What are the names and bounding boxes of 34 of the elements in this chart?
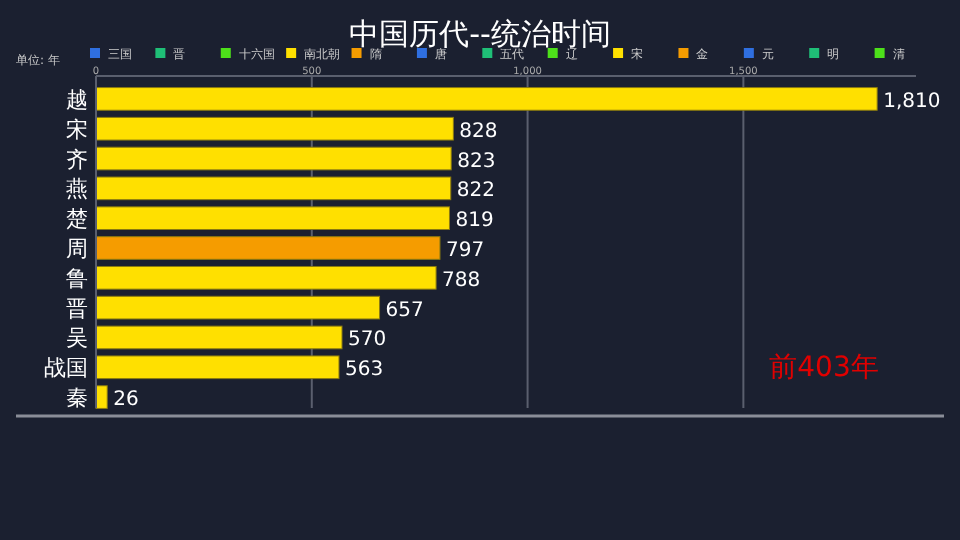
y-tick-label: 燕 xyxy=(66,176,88,203)
bar xyxy=(95,176,452,201)
data-label: 563 xyxy=(344,359,384,382)
bar xyxy=(95,295,381,320)
data-label: 819 xyxy=(455,210,494,233)
bar xyxy=(95,265,437,290)
data-label: 657 xyxy=(385,299,424,322)
bar xyxy=(95,87,878,111)
data-label: 570 xyxy=(348,329,387,352)
y-tick-label: 宋 xyxy=(66,116,88,143)
data-label: 797 xyxy=(445,240,485,262)
y-tick-label: 鲁 xyxy=(66,265,88,292)
data-label: 788 xyxy=(442,269,481,292)
annotation: 前403年 xyxy=(769,352,879,384)
bar xyxy=(95,146,452,171)
y-tick-label: 秦 xyxy=(66,385,88,412)
data-label: 1,810 xyxy=(883,90,941,113)
y-tick-label: 晋 xyxy=(66,295,88,322)
data-label: 26 xyxy=(113,389,139,412)
bar xyxy=(95,385,108,409)
bar xyxy=(95,236,441,260)
data-label: 828 xyxy=(459,120,498,143)
bar xyxy=(95,355,340,380)
y-tick-label: 越 xyxy=(66,86,88,113)
bar xyxy=(95,325,343,350)
y-tick-label: 楚 xyxy=(66,206,88,233)
data-label: 823 xyxy=(457,150,496,173)
bar xyxy=(95,116,454,141)
y-tick-label: 周 xyxy=(66,236,88,262)
bar xyxy=(95,206,450,231)
y-tick-label: 齐 xyxy=(66,146,88,173)
y-tick-label: 战国 xyxy=(44,355,88,382)
y-tick-label: 吴 xyxy=(66,325,88,352)
data-label: 822 xyxy=(456,180,495,203)
